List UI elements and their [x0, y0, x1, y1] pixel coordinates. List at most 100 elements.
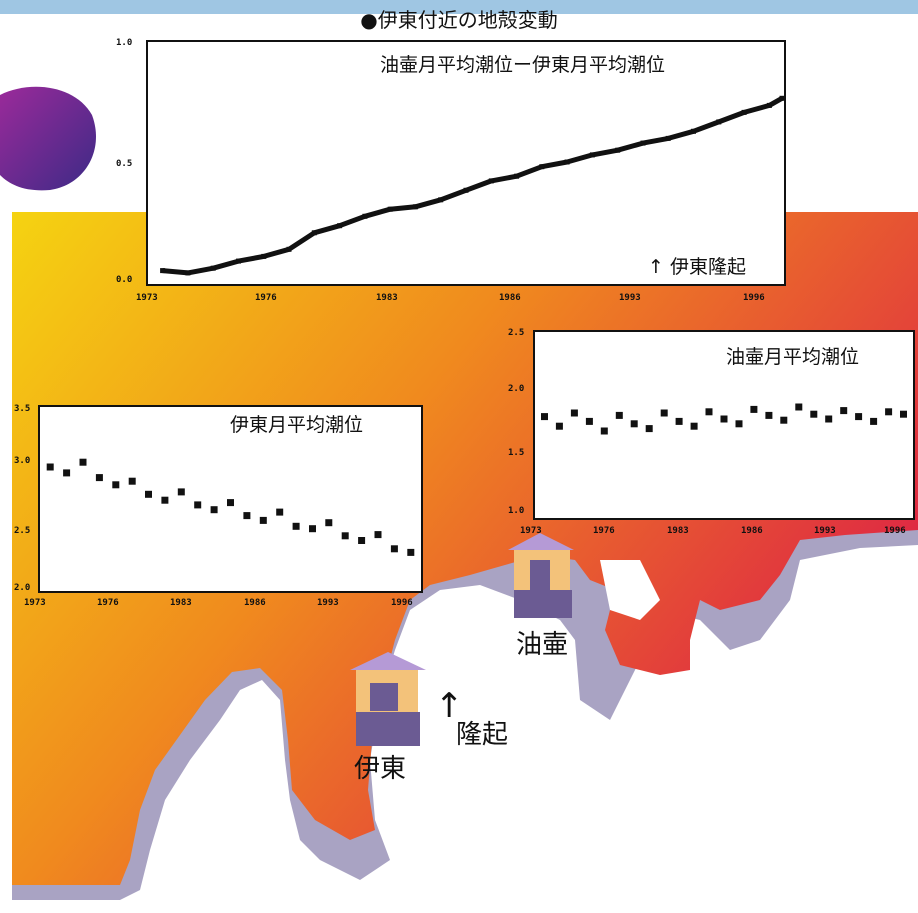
- chart2-point-21: [390, 545, 398, 553]
- chart1-point-4: [261, 253, 267, 259]
- chart3-xtick-1: 1973: [520, 526, 542, 536]
- chart3-point-1: [555, 422, 563, 430]
- chart3-ytick-1: 2.5: [508, 328, 525, 338]
- chart1-point-22: [716, 119, 722, 125]
- chart1-point-7: [337, 223, 343, 229]
- chart2-point-5: [128, 477, 136, 485]
- chart3-point-21: [855, 413, 863, 421]
- chart3-point-19: [825, 415, 833, 423]
- map-label-ito: 伊東: [354, 754, 407, 784]
- chart-difference-annotation: ↑ 伊東隆起: [648, 256, 746, 278]
- chart1-point-10: [412, 204, 418, 210]
- sea-lower-right: [600, 640, 918, 913]
- chart2-point-15: [292, 522, 300, 530]
- chart1-point-13: [488, 178, 494, 184]
- chart2-xtick-4: 1986: [244, 598, 266, 608]
- chart1-xtick-6: 1996: [743, 293, 765, 303]
- chart3-point-9: [675, 417, 683, 425]
- chart2-xtick-3: 1983: [170, 598, 192, 608]
- chart2-point-17: [325, 519, 333, 527]
- chart2-ytick-1: 3.5: [14, 404, 31, 414]
- chart3-point-14: [750, 405, 758, 413]
- chart2-point-6: [145, 490, 152, 498]
- chart1-point-12: [463, 187, 469, 193]
- chart3-xtick-6: 1996: [884, 526, 906, 536]
- chart1-point-3: [236, 258, 241, 264]
- chart1-point-25: [779, 95, 785, 101]
- chart3-point-6: [630, 420, 638, 428]
- chart2-point-7: [161, 496, 169, 504]
- aburatsubo-house-icon: [508, 533, 574, 618]
- chart2-ytick-3: 2.5: [14, 526, 31, 536]
- chart2-point-14: [276, 508, 284, 516]
- chart2-point-0: [46, 463, 54, 471]
- chart-difference-panel: [146, 40, 786, 286]
- chart2-ytick-4: 2.0: [14, 583, 31, 593]
- chart-ito-label: 伊東月平均潮位: [230, 414, 364, 436]
- chart2-xtick-6: 1996: [391, 598, 413, 608]
- top-water-band: [0, 0, 918, 14]
- chart3-point-24: [900, 410, 907, 418]
- chart1-point-0: [160, 268, 166, 274]
- chart1-point-19: [640, 140, 646, 146]
- chart3-point-8: [660, 409, 668, 417]
- chart3-point-7: [645, 425, 653, 433]
- chart3-point-15: [765, 411, 773, 419]
- chart3-point-17: [795, 403, 803, 411]
- chart3-point-23: [885, 408, 893, 416]
- chart3-point-10: [690, 422, 698, 430]
- chart1-ytick-1: 1.0: [116, 38, 133, 48]
- chart2-point-20: [374, 531, 382, 539]
- chart3-xtick-4: 1986: [741, 526, 763, 536]
- chart3-point-5: [615, 411, 623, 419]
- chart3-point-11: [705, 408, 713, 416]
- purple-blob: [0, 86, 96, 191]
- chart2-ytick-2: 3.0: [14, 456, 31, 466]
- chart3-point-13: [735, 420, 743, 428]
- chart3-ytick-4: 1.0: [508, 506, 525, 516]
- chart3-xtick-3: 1983: [667, 526, 689, 536]
- chart1-point-24: [766, 102, 772, 108]
- chart1-point-14: [514, 173, 520, 179]
- chart2-point-1: [63, 469, 71, 477]
- chart3-xtick-5: 1993: [814, 526, 836, 536]
- chart1-point-2: [210, 265, 216, 271]
- chart1-point-21: [691, 128, 696, 134]
- chart2-point-2: [79, 458, 87, 466]
- sea-lower-left: [150, 718, 330, 913]
- chart1-ytick-3: 0.0: [116, 275, 133, 285]
- chart2-point-19: [358, 537, 366, 544]
- map-label-uplift: 隆起: [456, 720, 509, 750]
- chart3-point-12: [720, 415, 728, 423]
- chart1-xtick-4: 1986: [499, 293, 521, 303]
- chart1-point-17: [589, 152, 595, 158]
- chart1-xtick-1: 1973: [136, 293, 158, 303]
- chart2-xtick-5: 1993: [317, 598, 339, 608]
- chart3-point-0: [541, 413, 548, 421]
- chart1-point-15: [539, 164, 545, 170]
- chart3-point-3: [585, 417, 593, 425]
- page-title: ●伊東付近の地殻変動: [360, 8, 558, 32]
- uplift-arrow-icon: ↑: [435, 686, 464, 726]
- chart3-ytick-3: 1.5: [508, 448, 525, 458]
- chart3-point-4: [600, 427, 608, 435]
- chart1-xtick-3: 1983: [376, 293, 398, 303]
- chart-ito-panel: [38, 405, 423, 593]
- map-label-aburatsubo: 油壷: [516, 630, 569, 660]
- chart3-ytick-2: 2.0: [508, 384, 525, 394]
- chart2-point-10: [210, 506, 218, 514]
- chart1-xtick-5: 1993: [619, 293, 641, 303]
- chart3-point-20: [840, 407, 848, 415]
- chart2-xtick-1: 1973: [24, 598, 46, 608]
- chart2-point-4: [112, 481, 120, 489]
- chart1-xtick-2: 1976: [255, 293, 277, 303]
- chart1-point-1: [185, 270, 191, 276]
- chart1-ytick-2: 0.5: [116, 159, 133, 169]
- chart1-point-11: [438, 197, 444, 203]
- chart2-point-22: [407, 548, 415, 556]
- ito-house-icon: [350, 652, 426, 746]
- chart2-point-13: [259, 516, 267, 524]
- chart3-point-2: [570, 409, 578, 417]
- chart1-point-23: [741, 109, 747, 115]
